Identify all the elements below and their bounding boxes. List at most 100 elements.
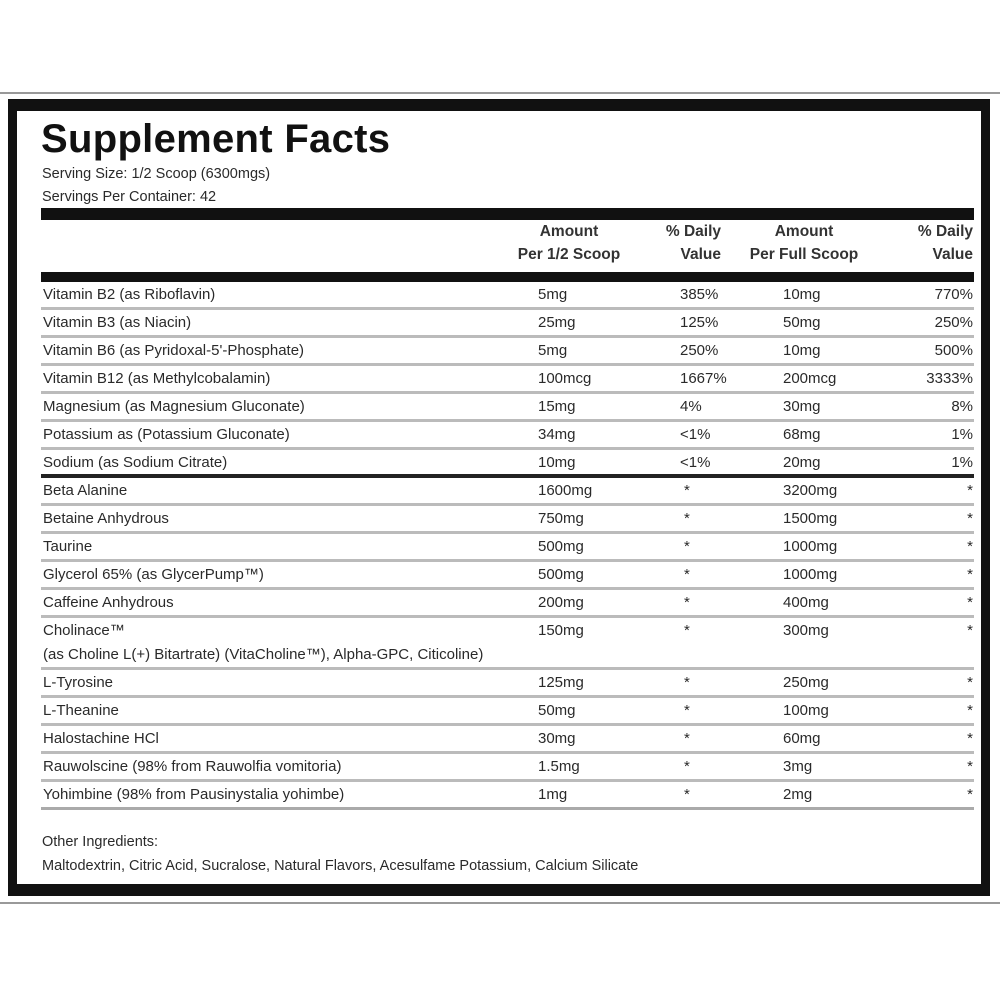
amount-full: 50mg: [783, 314, 821, 331]
nutrient-name: Sodium (as Sodium Citrate): [43, 454, 228, 471]
page-frame: [0, 92, 1000, 904]
table-row: Vitamin B2 (as Riboflavin) 5mg 385% 10mg 770…: [41, 282, 974, 310]
header-line: Amount: [774, 223, 834, 240]
amount-half: 1.5mg: [538, 758, 580, 775]
nutrient-name: L-Theanine: [43, 702, 119, 719]
table-row: Potassium as (Potassium Gluconate) 34mg <1…: [41, 422, 974, 450]
header-line: Amount: [539, 223, 599, 240]
table-row: L-Theanine 50mg * 100mg *: [41, 698, 974, 726]
nutrient-name: Vitamin B6 (as Pyridoxal-5'-Phosphate): [43, 342, 305, 359]
amount-half: 5mg: [538, 342, 568, 359]
header-line: Value: [680, 246, 722, 263]
amount-full: 10mg: [783, 286, 821, 303]
table-row: Vitamin B3 (as Niacin) 25mg 125% 50mg 250%: [41, 310, 974, 338]
daily-value-half: *: [684, 538, 690, 555]
daily-value-full: *: [967, 674, 973, 691]
amount-full: 2mg: [783, 786, 813, 803]
daily-value-half: *: [684, 758, 690, 775]
daily-value-half: *: [684, 674, 690, 691]
divider-bar: [41, 272, 974, 282]
amount-full: 10mg: [783, 342, 821, 359]
daily-value-full: *: [967, 566, 973, 583]
divider-bar: [41, 208, 974, 220]
nutrient-name: Caffeine Anhydrous: [43, 594, 174, 611]
daily-value-full: *: [967, 758, 973, 775]
daily-value-full: 770%: [934, 286, 973, 303]
daily-value-half: *: [684, 482, 690, 499]
nutrient-name: Beta Alanine: [43, 482, 128, 499]
amount-full: 20mg: [783, 454, 821, 471]
amount-half: 100mcg: [538, 370, 592, 387]
amount-half: 15mg: [538, 398, 576, 415]
header-line: Value: [932, 246, 974, 263]
daily-value-full: 1%: [951, 426, 973, 443]
amount-half: 50mg: [538, 702, 576, 719]
daily-value-full: *: [967, 510, 973, 527]
amount-full: 1500mg: [783, 510, 838, 527]
daily-value-half: 125%: [680, 314, 719, 331]
nutrient-name: Halostachine HCl: [43, 730, 159, 747]
nutrient-source: (as Choline L(+) Bitartrate) (VitaCholin…: [43, 646, 484, 663]
daily-value-half: *: [684, 702, 690, 719]
table-row: Cholinace™ 150mg * 300mg * (as Choline L(+) B…: [41, 618, 974, 670]
table-row: Halostachine HCl 30mg * 60mg *: [41, 726, 974, 754]
amount-half: 1mg: [538, 786, 568, 803]
other-ingredients-text: Maltodextrin, Citric Acid, Sucralose, Na…: [42, 858, 639, 874]
nutrient-name: Betaine Anhydrous: [43, 510, 169, 527]
table-row: L-Tyrosine 125mg * 250mg *: [41, 670, 974, 698]
header-amount-full: Amount Per Full Scoop: [729, 220, 879, 268]
amount-half: 1600mg: [538, 482, 593, 499]
amount-half: 25mg: [538, 314, 576, 331]
amount-full: 68mg: [783, 426, 821, 443]
amount-half: 125mg: [538, 674, 584, 691]
daily-value-full: *: [967, 786, 973, 803]
header-dv-full: % Daily Value: [891, 220, 973, 268]
daily-value-half: 385%: [680, 286, 719, 303]
servings-per-container: Servings Per Container: 42: [42, 189, 217, 205]
table-row: Taurine 500mg * 1000mg *: [41, 534, 974, 562]
daily-value-full: *: [967, 622, 973, 639]
table-row: Yohimbine (98% from Pausinystalia yohimb…: [41, 782, 974, 810]
daily-value-half: *: [684, 786, 690, 803]
daily-value-full: *: [967, 482, 973, 499]
daily-value-full: *: [967, 594, 973, 611]
nutrient-name: Vitamin B2 (as Riboflavin): [43, 286, 216, 303]
amount-full: 30mg: [783, 398, 821, 415]
nutrient-name: Yohimbine (98% from Pausinystalia yohimb…: [43, 786, 345, 803]
header-line: % Daily: [917, 223, 973, 240]
daily-value-full: *: [967, 730, 973, 747]
amount-half: 150mg: [538, 622, 584, 639]
table-row: Rauwolscine (98% from Rauwolfia vomitori…: [41, 754, 974, 782]
nutrient-name: Potassium as (Potassium Gluconate): [43, 426, 290, 443]
daily-value-full: 500%: [934, 342, 973, 359]
amount-half: 500mg: [538, 538, 584, 555]
amount-half: 500mg: [538, 566, 584, 583]
table-row: Sodium (as Sodium Citrate) 10mg <1% 20mg 1%: [41, 450, 974, 478]
amount-full: 3200mg: [783, 482, 838, 499]
daily-value-half: <1%: [680, 454, 711, 471]
table-row: Glycerol 65% (as GlycerPump™) 500mg * 1000m…: [41, 562, 974, 590]
nutrient-name: Glycerol 65% (as GlycerPump™): [43, 566, 264, 583]
daily-value-half: *: [684, 622, 690, 639]
nutrient-name: Magnesium (as Magnesium Gluconate): [43, 398, 305, 415]
header-dv-half: % Daily Value: [641, 220, 721, 268]
amount-half: 10mg: [538, 454, 576, 471]
other-ingredients-label: Other Ingredients:: [42, 834, 159, 850]
nutrient-name: L-Tyrosine: [43, 674, 114, 691]
nutrient-name: Cholinace™: [43, 622, 125, 639]
amount-full: 3mg: [783, 758, 813, 775]
table-row: Vitamin B12 (as Methylcobalamin) 100mcg 16…: [41, 366, 974, 394]
daily-value-half: *: [684, 566, 690, 583]
daily-value-half: 250%: [680, 342, 719, 359]
header-line: % Daily: [665, 223, 721, 240]
daily-value-half: <1%: [680, 426, 711, 443]
amount-full: 60mg: [783, 730, 821, 747]
amount-half: 5mg: [538, 286, 568, 303]
amount-half: 34mg: [538, 426, 576, 443]
table-row: Caffeine Anhydrous 200mg * 400mg *: [41, 590, 974, 618]
supplement-facts-label: Supplement Facts Serving Size: 1/2 Scoop…: [8, 99, 990, 896]
daily-value-full: 250%: [934, 314, 973, 331]
amount-full: 200mcg: [783, 370, 837, 387]
daily-value-full: *: [967, 538, 973, 555]
nutrient-table: Vitamin B2 (as Riboflavin) 5mg 385% 10mg 770…: [41, 282, 974, 810]
